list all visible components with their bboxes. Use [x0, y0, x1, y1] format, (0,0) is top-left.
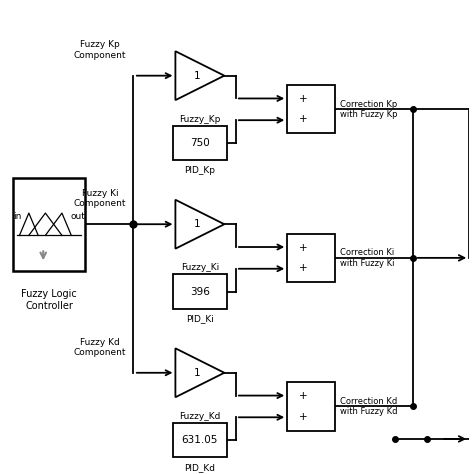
Text: in: in: [13, 212, 21, 221]
Text: +: +: [299, 411, 307, 421]
Text: Fuzzy_Ki: Fuzzy_Ki: [181, 263, 219, 272]
Text: Fuzzy Ki
Component: Fuzzy Ki Component: [74, 189, 126, 209]
Polygon shape: [175, 51, 224, 100]
Text: out: out: [70, 212, 85, 221]
Bar: [287, 85, 336, 134]
Text: 631.05: 631.05: [182, 435, 218, 445]
Text: 750: 750: [190, 138, 210, 148]
Bar: [287, 383, 336, 430]
Text: +: +: [299, 243, 307, 253]
Text: Fuzzy_Kd: Fuzzy_Kd: [179, 412, 220, 421]
Text: Fuzzy Logic
Controller: Fuzzy Logic Controller: [21, 289, 77, 311]
Text: +: +: [299, 263, 307, 273]
Polygon shape: [175, 200, 224, 249]
Text: 1: 1: [194, 219, 201, 229]
Text: +: +: [299, 392, 307, 401]
Text: PID_Kd: PID_Kd: [184, 463, 215, 472]
Text: Fuzzy_Kp: Fuzzy_Kp: [179, 115, 220, 124]
Text: +: +: [299, 114, 307, 125]
Text: Fuzzy Kd
Component: Fuzzy Kd Component: [74, 337, 126, 357]
Text: Correction Kp
with Fuzzy Kp: Correction Kp with Fuzzy Kp: [340, 100, 398, 119]
Polygon shape: [175, 348, 224, 397]
Bar: [173, 126, 227, 160]
Bar: [173, 274, 227, 309]
Bar: [13, 178, 85, 271]
Text: +: +: [299, 94, 307, 104]
Text: PID_Ki: PID_Ki: [186, 315, 214, 324]
Text: 1: 1: [194, 71, 201, 81]
Bar: [287, 234, 336, 282]
Text: 396: 396: [190, 286, 210, 297]
Text: Correction Ki
with Fuzzy Ki: Correction Ki with Fuzzy Ki: [340, 248, 394, 268]
Text: Correction Kd
with Fuzzy Kd: Correction Kd with Fuzzy Kd: [340, 397, 398, 416]
Bar: [173, 423, 227, 457]
Text: Fuzzy Kp
Component: Fuzzy Kp Component: [74, 40, 126, 60]
Text: 1: 1: [194, 368, 201, 378]
Text: PID_Kp: PID_Kp: [184, 166, 215, 175]
